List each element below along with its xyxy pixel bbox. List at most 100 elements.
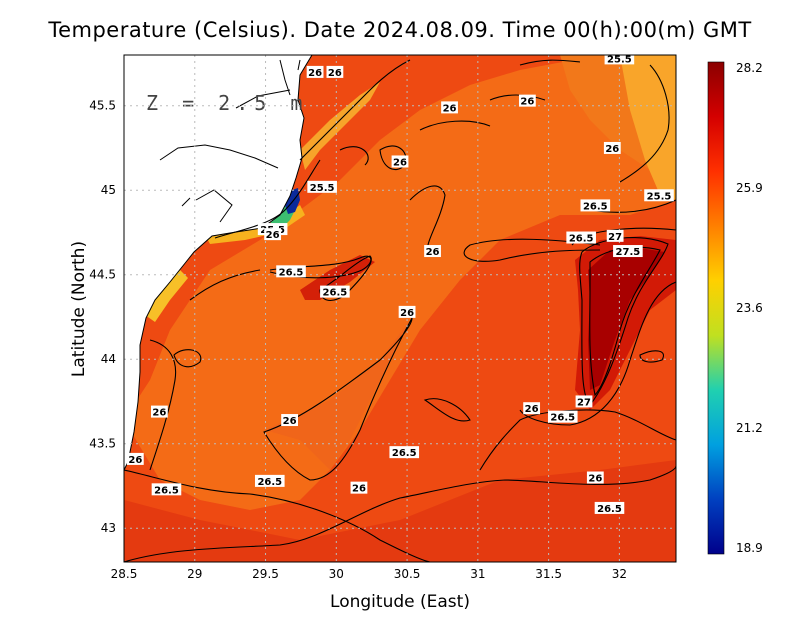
- y-tick-label: 43.5: [89, 437, 116, 451]
- contour-label-text: 26: [266, 230, 280, 241]
- contour-label: 25.5: [604, 54, 635, 65]
- y-tick-label: 45.5: [89, 99, 116, 113]
- depth-label: Z = 2.5 m: [146, 91, 308, 115]
- contour-label-text: 26: [352, 484, 366, 495]
- contour-label-text: 26: [152, 408, 166, 419]
- y-tick-label: 45: [101, 183, 116, 197]
- contour-label-box: [575, 395, 593, 408]
- y-tick-label: 43: [101, 521, 116, 535]
- contour-label-box: [644, 189, 674, 202]
- contour-label-box: [586, 471, 604, 484]
- contour-label-box: [547, 410, 578, 423]
- contour-label-text: 26: [605, 144, 619, 155]
- contour-label: 26: [326, 65, 344, 79]
- x-axis-label: Longitude (East): [330, 592, 470, 612]
- contour-label: 26: [523, 402, 541, 415]
- x-tick-label: 29: [187, 567, 202, 581]
- contour-labels: 262625.52626262625.525.526.526.52727.525…: [126, 54, 674, 515]
- contour-label: 26.5: [566, 231, 596, 245]
- contour-label-box: [391, 155, 409, 168]
- x-tick-label: 29.5: [252, 567, 279, 581]
- contour-label-box: [151, 483, 182, 496]
- contour-label-text: 26: [525, 404, 539, 415]
- contour-label: 26: [306, 65, 324, 79]
- contour-label-text: 27: [577, 397, 591, 408]
- contour-label-box: [523, 402, 541, 415]
- contour-label: 26.5: [254, 474, 285, 488]
- contour-label-text: 26.5: [392, 448, 417, 459]
- y-tick-label: 44: [101, 352, 116, 366]
- x-tick-label: 32: [612, 567, 627, 581]
- contour-label-text: 26: [588, 474, 602, 485]
- contour-label-box: [594, 501, 625, 514]
- contour-label-text: 26: [443, 103, 457, 114]
- contour-label: 25.5: [307, 180, 337, 194]
- contour-label-box: [441, 101, 458, 114]
- contour-label: 26: [398, 305, 416, 319]
- contour-label-box: [424, 245, 441, 258]
- land-area: [124, 55, 313, 471]
- contour-label-text: 26: [426, 247, 440, 258]
- contour-label: 26.5: [580, 199, 611, 212]
- x-tick-label: 31.5: [535, 567, 562, 581]
- contour-label-text: 26.5: [569, 234, 594, 245]
- contour-label: 26.5: [276, 265, 306, 278]
- coastline-detail: [159, 59, 301, 223]
- contour-label-text: 26: [283, 416, 297, 427]
- contour-label-box: [281, 414, 298, 427]
- northeast-warm-patch: [620, 55, 676, 200]
- y-tick-labels: 43 43.5 44 44.5 45 45.5: [89, 99, 116, 536]
- contour-label-box: [389, 446, 420, 459]
- contour-label-text: 26.5: [279, 267, 304, 278]
- map-plot-area: Z = 2.5 m 26 26 25.5 26 26 26 26 25.5 25.5 26.5 26…: [124, 54, 676, 562]
- contour-label-text: 25.5: [647, 191, 672, 202]
- colorbar-tick-labels: 28.2 25.9 23.6 21.2 18.9: [736, 61, 763, 555]
- grid-lines: [124, 55, 676, 562]
- colorbar-tick-label: 25.9: [736, 181, 763, 195]
- contour-label: 26: [586, 471, 604, 485]
- contour-label-box: [613, 245, 643, 258]
- contour-label-text: 26: [400, 308, 414, 319]
- coastal-warm-belt: [124, 55, 676, 510]
- colorbar-tick-label: 28.2: [736, 61, 763, 75]
- contour-label: 27: [575, 395, 593, 408]
- contour-label-box: [320, 285, 350, 298]
- contour-lines: [124, 59, 676, 562]
- contour-label: 26: [350, 481, 368, 495]
- contour-label: 27: [606, 229, 624, 243]
- contour-label-text: 26.5: [550, 413, 575, 424]
- contour-label-box: [350, 481, 368, 494]
- warm-eddy-core: [588, 248, 665, 390]
- contour-label: 25.5: [644, 189, 674, 202]
- x-tick-label: 30: [329, 567, 344, 581]
- contour-label-box: [150, 405, 168, 418]
- contour-label: 26: [126, 452, 144, 466]
- y-axis-label: Latitude (North): [69, 241, 89, 377]
- contour-label-box: [326, 65, 344, 78]
- colorbar-tick-label: 23.6: [736, 301, 763, 315]
- contour-label-text: 26: [520, 97, 534, 108]
- contour-label: 26.5: [547, 410, 578, 424]
- contour-label-text: 26.5: [583, 201, 608, 212]
- contour-label: 26: [441, 101, 458, 114]
- colorbar-tick-label: 18.9: [736, 541, 763, 555]
- y-tick-label: 44.5: [89, 268, 116, 282]
- contour-label-text: 26.5: [323, 288, 348, 299]
- contour-label-box: [307, 180, 337, 193]
- contour-label-text: 25.5: [310, 183, 335, 194]
- plot-frame: [123, 54, 677, 563]
- contour-label-text: 27: [608, 232, 622, 243]
- contour-label-box: [603, 141, 621, 154]
- contour-label-text: 26.5: [257, 477, 282, 488]
- contour-label-box: [518, 94, 536, 107]
- x-tick-label: 28.5: [111, 567, 138, 581]
- x-tick-label: 31: [470, 567, 485, 581]
- contour-label: 27.5: [613, 245, 643, 258]
- contour-label-box: [566, 231, 596, 244]
- contour-label: 26.5: [151, 483, 182, 496]
- contour-label: 26: [150, 405, 168, 419]
- contour-label-text: 25.5: [607, 54, 632, 65]
- contour-label-box: [398, 305, 416, 318]
- contour-label-box: [306, 65, 324, 78]
